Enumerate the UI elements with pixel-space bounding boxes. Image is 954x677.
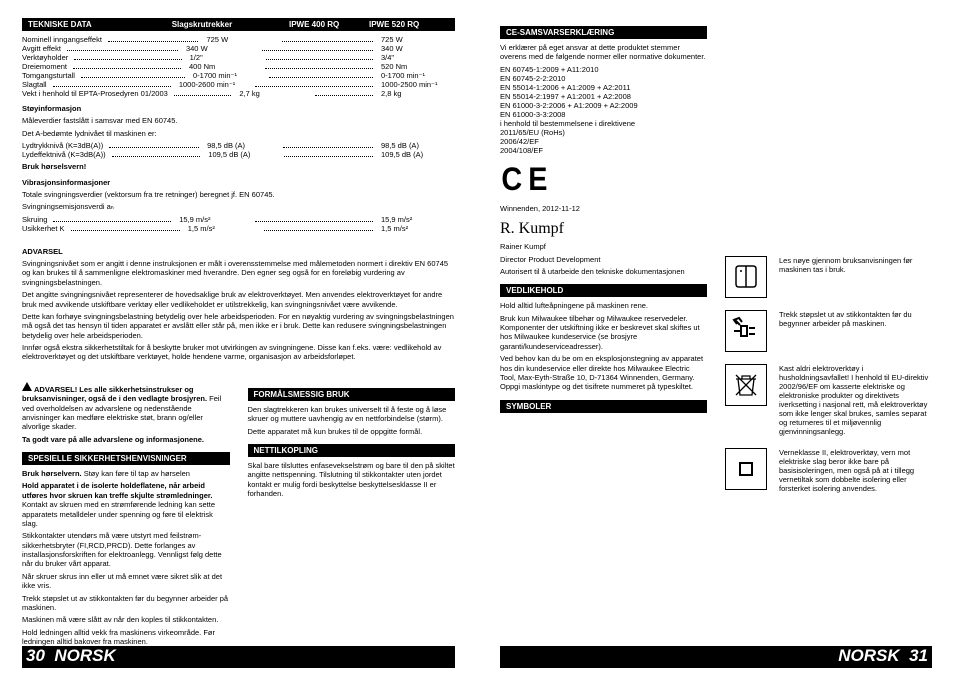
- vib-head: Vibrasjonsinformasjoner: [22, 178, 455, 187]
- page-right: CE-SAMSVARSERKLÆRING Vi erklærer på eget…: [477, 0, 954, 677]
- ved-item: Hold alltid lufteåpningene på maskinen r…: [500, 301, 707, 310]
- ce-list: EN 60745-1:2009 + A11:2010EN 60745-2-2:2…: [500, 65, 707, 155]
- sym-text-0: Les nøye gjennom bruksanvisningen før ma…: [779, 256, 932, 298]
- footer-right: NORSK 31: [500, 646, 932, 668]
- sym-text-2: Kast aldri elektroverktøy i husholdnings…: [779, 364, 932, 436]
- warn-block: ADVARSEL! Les alle sikkerhetsinstrukser …: [22, 383, 230, 432]
- adv-p1: Svingningsnivået som er angitt i denne i…: [22, 259, 455, 287]
- ce-list-item: EN 60745-2-2:2010: [500, 74, 707, 83]
- right-col1: CE-SAMSVARSERKLÆRING Vi erklærer på eget…: [500, 18, 707, 505]
- signer-auth: Autorisert til å utarbeide den tekniske …: [500, 267, 707, 276]
- spec-table: Nominell inngangseffekt 725 W 725 W Avgi…: [22, 35, 455, 98]
- place-date: Winnenden, 2012-11-12: [500, 204, 707, 213]
- page-num-right: 31: [909, 646, 928, 665]
- ce-mark-icon: CE: [500, 161, 707, 198]
- spes-item: Bruk hørselvern. Støy kan føre til tap a…: [22, 469, 230, 478]
- signature: R. Kumpf: [500, 219, 707, 239]
- formal-p1: Den slagtrekkeren kan brukes universelt …: [248, 405, 456, 424]
- signer: Rainer Kumpf: [500, 242, 707, 251]
- page-label-left: NORSK: [54, 646, 115, 665]
- manual-icon: [725, 256, 767, 298]
- ce-list-item: EN 61000-3-2:2006 + A1:2009 + A2:2009: [500, 101, 707, 110]
- ce-list-item: 2006/42/EF: [500, 137, 707, 146]
- formal-p2: Dette apparatet må kun brukes til de opp…: [248, 427, 456, 436]
- vib-intro2: Svingningsemisjonsverdi aₕ: [22, 202, 455, 211]
- hdr-title: TEKNISKE DATA: [28, 20, 92, 29]
- sym-row-weee: Kast aldri elektroverktøy i husholdnings…: [725, 364, 932, 436]
- noise-intro: Måleverdier fastslått i samsvar med EN 6…: [22, 116, 455, 125]
- ved-list: Hold alltid lufteåpningene på maskinen r…: [500, 301, 707, 391]
- spes-head: SPESIELLE SIKKERHETSHENVISNINGER: [22, 452, 230, 465]
- adv-head: ADVARSEL: [22, 247, 455, 256]
- noise-head: Støyinformasjon: [22, 104, 455, 113]
- spes2-item: Maskinen må være slått av når den koples…: [22, 615, 230, 624]
- sym-row-class2: Verneklasse II, elektroverktøy, vern mot…: [725, 448, 932, 493]
- spec-row: Vekt i henhold til EPTA-Prosedyren 01/20…: [22, 89, 455, 98]
- adv-p4: Innfør også ekstra sikkerhetstiltak for …: [22, 343, 455, 362]
- nett-p: Skal bare tilsluttes enfasevekselstrøm o…: [248, 461, 456, 499]
- spread: TEKNISKE DATA Slagskrutrekker IPWE 400 R…: [0, 0, 954, 677]
- noise-rows: Lydtrykknivå (K=3dB(A)) 98,5 dB (A) 98,5…: [22, 141, 455, 159]
- warn-line3: Ta godt vare på alle advarslene og infor…: [22, 435, 230, 444]
- hdr-c1: IPWE 400 RQ: [289, 20, 369, 29]
- sym-text-1: Trekk støpslet ut av stikkontakten før d…: [779, 310, 932, 352]
- ved-head: VEDLIKEHOLD: [500, 284, 707, 297]
- sym-row-manual: Les nøye gjennom bruksanvisningen før ma…: [725, 256, 932, 298]
- hdr-c2: IPWE 520 RQ: [369, 20, 449, 29]
- spec-row: Slagtall 1000-2600 min⁻¹ 1000-2500 min⁻¹: [22, 80, 455, 89]
- nett-head: NETTILKOPLING: [248, 444, 456, 457]
- ce-p1: Vi erklærer på eget ansvar at dette prod…: [500, 43, 707, 62]
- footer-left: 30 NORSK: [22, 646, 455, 668]
- hdr-mid: Slagskrutrekker: [92, 20, 289, 29]
- ce-list-item: 2011/65/EU (RoHs): [500, 128, 707, 137]
- wear-head: Bruk hørselsvern!: [22, 162, 455, 171]
- ce-list-item: EN 55014-2:1997 + A1:2001 + A2:2008: [500, 92, 707, 101]
- spec-row: Usikkerhet K 1,5 m/s² 1,5 m/s²: [22, 224, 455, 233]
- vib-intro: Totale svingningsverdier (vektorsum fra …: [22, 190, 455, 199]
- ce-list-item: EN 55014-1:2006 + A1:2009 + A2:2011: [500, 83, 707, 92]
- ce-list-item: i henhold til bestemmelsene i direktiven…: [500, 119, 707, 128]
- spec-row: Lydtrykknivå (K=3dB(A)) 98,5 dB (A) 98,5…: [22, 141, 455, 150]
- page-left: TEKNISKE DATA Slagskrutrekker IPWE 400 R…: [0, 0, 477, 677]
- noise-intro2: Det A-bedømte lydnivået til maskinen er:: [22, 129, 455, 138]
- formal-head: FORMÅLSMESSIG BRUK: [248, 388, 456, 401]
- ce-list-item: EN 61000-3-3:2008: [500, 110, 707, 119]
- plug-icon: [725, 310, 767, 352]
- sym-head: SYMBOLER: [500, 400, 707, 413]
- class2-icon: [725, 448, 767, 490]
- ved-item: Ved behov kan du be om en eksplosjonsteg…: [500, 354, 707, 392]
- ce-list-item: 2004/108/EF: [500, 146, 707, 155]
- adv-p3: Dette kan forhøye svingningsbelastning b…: [22, 312, 455, 340]
- right-col2: Les nøye gjennom bruksanvisningen før ma…: [725, 18, 932, 505]
- sym-text-3: Verneklasse II, elektroverktøy, vern mot…: [779, 448, 932, 493]
- spes2-item: Trekk støpslet ut av stikkontakten før d…: [22, 594, 230, 613]
- vib-rows: Skruing 15,9 m/s² 15,9 m/s² Usikkerhet K…: [22, 215, 455, 233]
- spes2-item: Stikkontakter utendørs må være utstyrt m…: [22, 531, 230, 569]
- spes-list: Bruk hørselvern. Støy kan føre til tap a…: [22, 469, 230, 528]
- weee-icon: [725, 364, 767, 406]
- ce-list-item: EN 60745-1:2009 + A11:2010: [500, 65, 707, 74]
- spes2-item: Hold ledningen alltid vekk fra maskinens…: [22, 628, 230, 647]
- adv-p2: Det angitte svingningsnivået representer…: [22, 290, 455, 309]
- mid-col: FORMÅLSMESSIG BRUK Den slagtrekkeren kan…: [248, 380, 456, 671]
- ved-item: Bruk kun Milwaukee tilbehør og Milwaukee…: [500, 314, 707, 352]
- page-label-right: NORSK: [838, 646, 899, 665]
- spes2-item: Når skruer skrus inn eller ut må emnet v…: [22, 572, 230, 591]
- signer-role: Director Product Development: [500, 255, 707, 264]
- sym-row-plug: Trekk støpslet ut av stikkontakten før d…: [725, 310, 932, 352]
- ce-head: CE-SAMSVARSERKLÆRING: [500, 26, 707, 39]
- spec-row: Lydeffektnivå (K=3dB(A)) 109,5 dB (A) 10…: [22, 150, 455, 159]
- spes-item: Hold apparatet i de isolerte holdeflaten…: [22, 481, 230, 528]
- left-col: ADVARSEL! Les alle sikkerhetsinstrukser …: [22, 380, 230, 671]
- tech-data-header: TEKNISKE DATA Slagskrutrekker IPWE 400 R…: [22, 18, 455, 31]
- page-num-left: 30: [26, 646, 45, 665]
- warning-icon: [22, 382, 32, 391]
